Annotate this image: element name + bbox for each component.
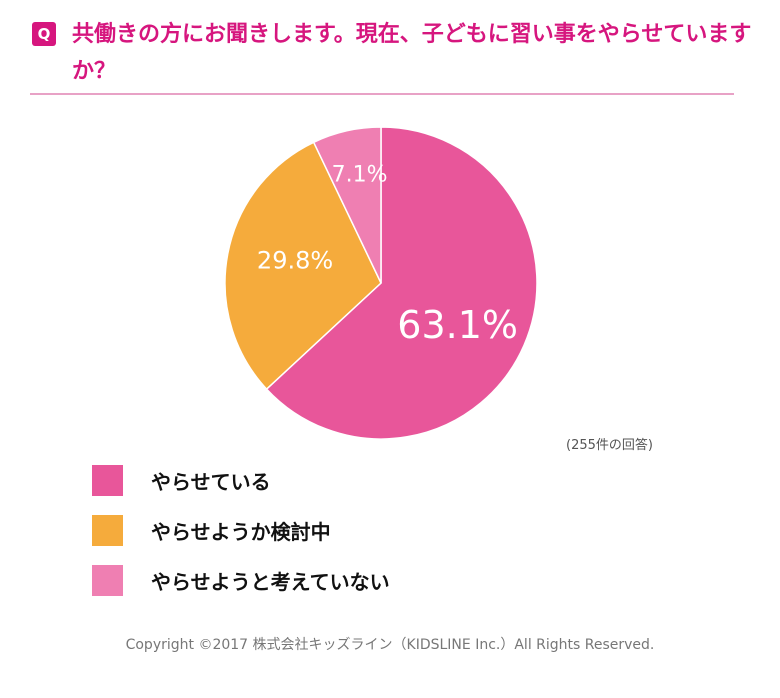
slice-value-label: 29.8%	[257, 246, 333, 274]
legend-item: やらせようか検討中	[92, 505, 390, 555]
legend-swatch	[92, 564, 123, 596]
divider	[30, 93, 734, 95]
response-count-note: (255件の回答)	[566, 438, 653, 453]
copyright: Copyright ©2017 株式会社キッズライン（KIDSLINE Inc.…	[125, 637, 655, 653]
legend-label: やらせている	[151, 469, 271, 494]
legend-item: やらせている	[92, 455, 390, 505]
question-badge: Q	[32, 22, 56, 46]
slice-value-label: 7.1%	[332, 163, 388, 188]
legend-label: やらせようか検討中	[151, 519, 331, 544]
legend-label: やらせようと考えていない	[151, 569, 390, 594]
legend-swatch	[92, 514, 123, 546]
slice-value-label: 63.1%	[397, 303, 518, 347]
legend-swatch	[92, 464, 123, 496]
legend: やらせている やらせようか検討中 やらせようと考えていない	[92, 455, 390, 605]
pie-slice	[265, 126, 538, 440]
pie-slice	[224, 141, 382, 391]
pie-slice	[312, 126, 382, 284]
question-text: 共働きの方にお聞きします。現在、子どもに習い事をやらせていますか？	[72, 22, 752, 84]
pie-chart: 63.1% 29.8% 7.1%	[224, 126, 538, 440]
legend-item: やらせようと考えていない	[92, 555, 390, 605]
